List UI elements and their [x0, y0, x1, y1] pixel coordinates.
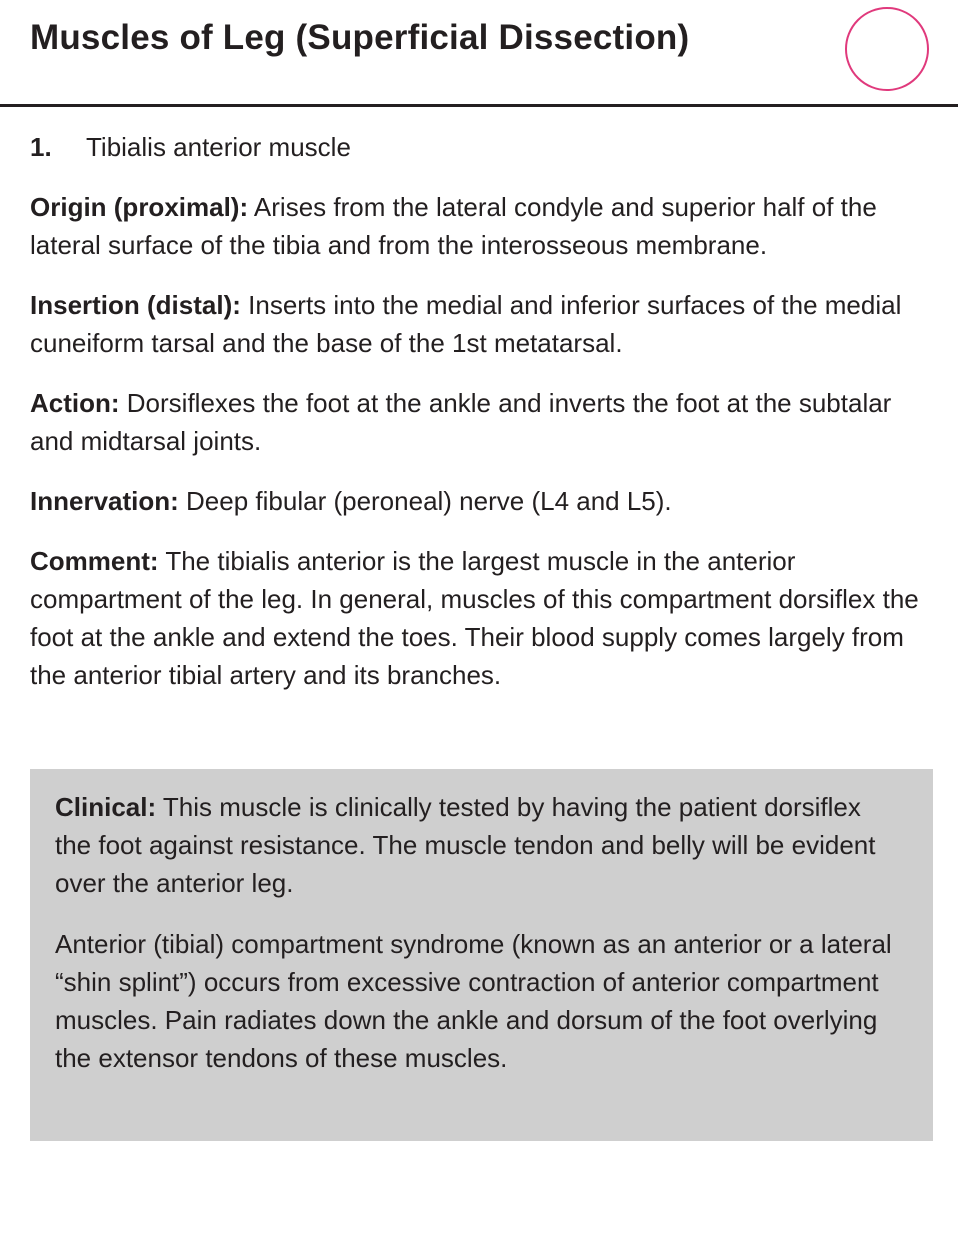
- clinical-paragraph-2: Anterior (tibial) compartment syndrome (…: [55, 929, 892, 1073]
- action-entry: Action: Dorsiflexes the foot at the ankl…: [30, 384, 930, 460]
- action-label: Action:: [30, 388, 120, 418]
- insertion-text: Inserts into the medial and inferior sur…: [30, 290, 902, 358]
- origin-label: Origin (proximal):: [30, 192, 249, 222]
- comment-label: Comment:: [30, 546, 159, 576]
- insertion-entry: Insertion (distal): Inserts into the med…: [30, 286, 930, 362]
- muscle-number: 1.: [30, 132, 52, 162]
- origin-text: Arises from the lateral condyle and supe…: [30, 192, 877, 260]
- muscle-name: Tibialis anterior muscle: [86, 132, 351, 162]
- clinical-text-1: This muscle is clinically tested by havi…: [55, 792, 876, 898]
- comment-entry: Comment: The tibialis anterior is the la…: [30, 542, 930, 694]
- clinical-box: Clinical: This muscle is clinically test…: [30, 769, 933, 1141]
- clinical-label: Clinical:: [55, 792, 157, 822]
- page-title: Muscles of Leg (Superficial Dissection): [30, 18, 690, 57]
- muscle-heading: 1. Tibialis anterior muscle: [30, 128, 930, 166]
- innervation-label: Innervation:: [30, 486, 179, 516]
- completion-circle-icon[interactable]: [845, 7, 929, 91]
- clinical-paragraph-1: Clinical: This muscle is clinically test…: [55, 788, 903, 902]
- innervation-entry: Innervation: Deep fibular (peroneal) ner…: [30, 482, 930, 520]
- muscle-entry: 1. Tibialis anterior muscle Origin (proxi…: [30, 128, 930, 716]
- page-header: Muscles of Leg (Superficial Dissection): [0, 0, 958, 107]
- origin-entry: Origin (proximal): Arises from the later…: [30, 188, 930, 264]
- innervation-text: Deep fibular (peroneal) nerve (L4 and L5…: [186, 486, 672, 516]
- comment-text: The tibialis anterior is the largest mus…: [30, 546, 919, 690]
- insertion-label: Insertion (distal):: [30, 290, 241, 320]
- action-text: Dorsiflexes the foot at the ankle and in…: [30, 388, 892, 456]
